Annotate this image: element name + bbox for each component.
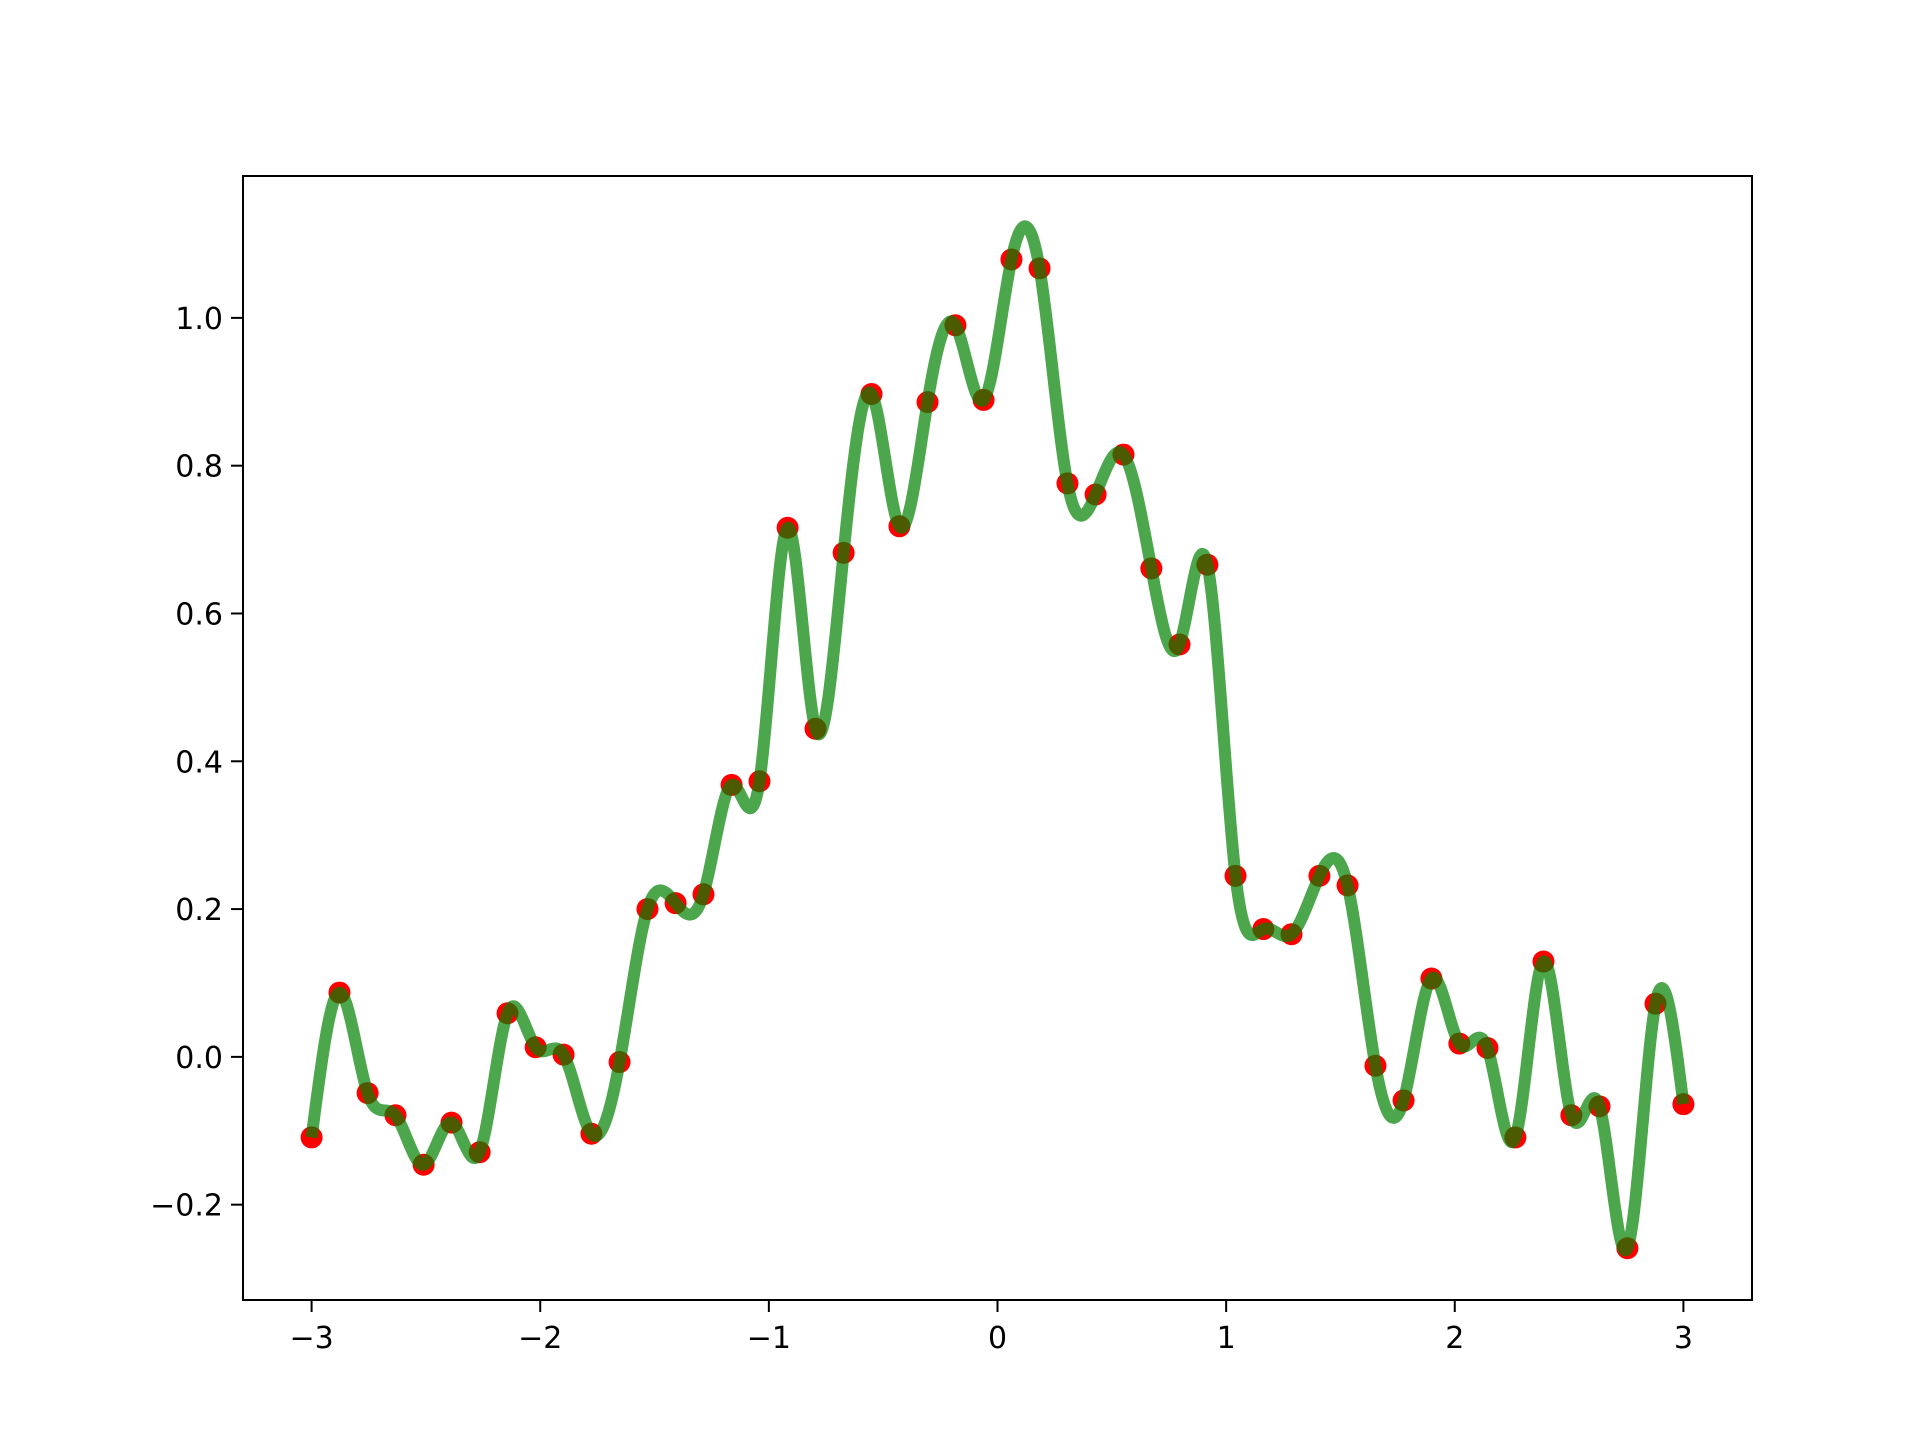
y-tick-label: 1.0 [175, 302, 223, 337]
x-tick-label: −3 [289, 1321, 333, 1356]
x-tick-label: 1 [1217, 1321, 1236, 1356]
y-tick-label: 0.0 [175, 1041, 223, 1076]
x-tick-label: 3 [1674, 1321, 1693, 1356]
y-tick-label: 0.2 [175, 893, 223, 928]
y-tick-label: 0.4 [175, 745, 223, 780]
y-tick-label: −0.2 [150, 1189, 223, 1224]
x-tick-label: −2 [518, 1321, 562, 1356]
y-tick-label: 0.8 [175, 450, 223, 485]
x-tick-label: 2 [1445, 1321, 1464, 1356]
y-tick-label: 0.6 [175, 597, 223, 632]
plot-area [300, 220, 1695, 1260]
line [305, 220, 1690, 1257]
x-tick-label: −1 [747, 1321, 791, 1356]
x-tick-label: 0 [988, 1321, 1007, 1356]
